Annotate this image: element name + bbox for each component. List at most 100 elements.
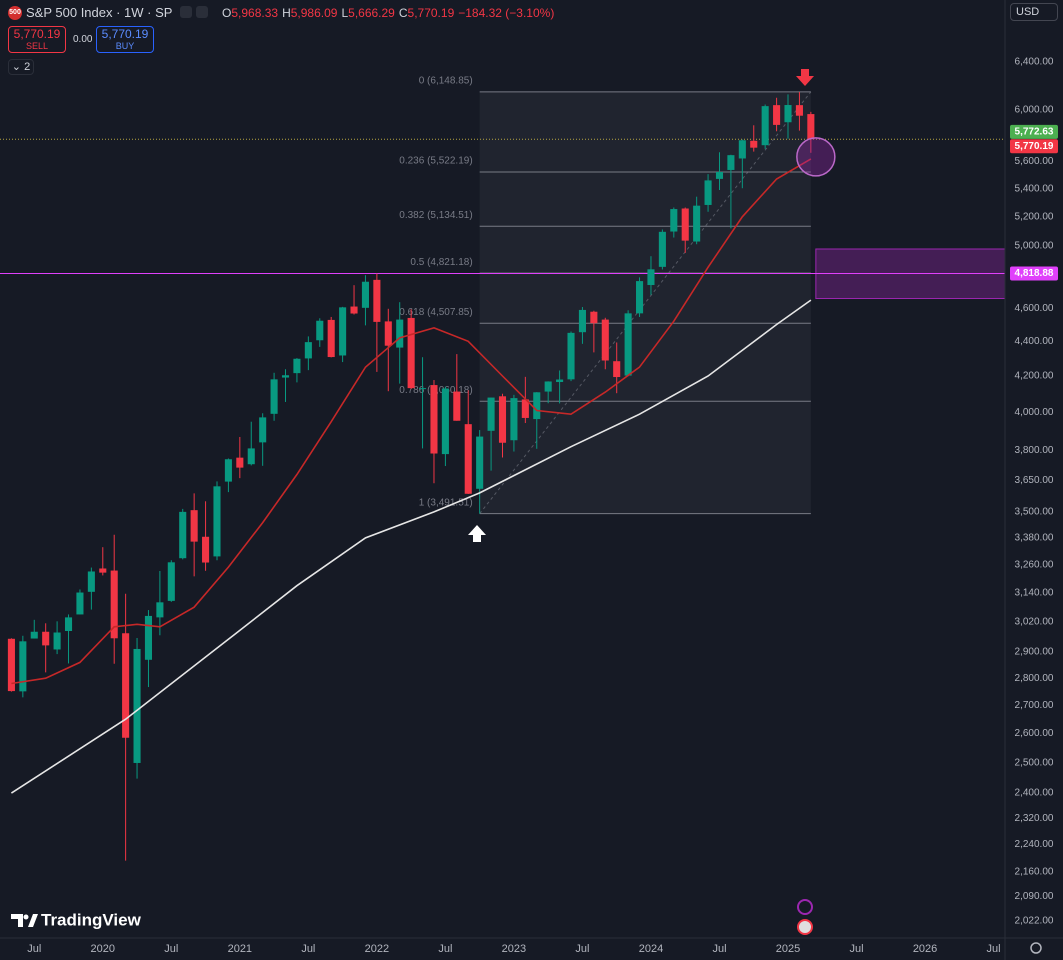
x-tick-label: Jul xyxy=(712,943,726,955)
candle-body xyxy=(613,361,621,378)
symbol-title[interactable]: S&P 500 Index · 1W · SP xyxy=(26,5,173,20)
candle-body xyxy=(761,106,769,146)
indicators-count: 2 xyxy=(24,61,31,73)
candle-body xyxy=(53,632,61,650)
candle-body xyxy=(247,448,255,465)
y-tick-label: 4,000.00 xyxy=(1015,407,1054,418)
candle-body xyxy=(407,317,415,389)
candle-body xyxy=(236,457,244,468)
y-tick-label: 6,000.00 xyxy=(1015,105,1054,116)
up-arrow xyxy=(468,525,486,542)
candle-body xyxy=(556,379,564,383)
buy-price: 5,770.19 xyxy=(101,27,149,41)
symbol-badge: 500 xyxy=(8,6,22,20)
candle-body xyxy=(316,320,324,341)
candle-body xyxy=(464,424,472,494)
y-tick-label: 2,090.00 xyxy=(1015,891,1054,902)
candle-body xyxy=(7,638,15,692)
y-tick-label: 2,800.00 xyxy=(1015,673,1054,684)
price-label-box xyxy=(1010,139,1058,154)
price-label: 5,772.63 xyxy=(1015,127,1054,138)
x-tick-label: 2023 xyxy=(502,943,526,955)
logo: TradingView xyxy=(11,910,142,929)
x-tick-label: Jul xyxy=(438,943,452,955)
candle-body xyxy=(76,592,84,615)
y-tick-label: 2,400.00 xyxy=(1015,788,1054,799)
fib-level-label: 0.236 (5,522.19) xyxy=(399,156,472,167)
price-label-box xyxy=(1010,266,1058,281)
down-arrow xyxy=(796,69,814,86)
candle-body xyxy=(773,105,781,125)
indicators-toggle[interactable]: ⌄ 2 xyxy=(8,59,34,75)
buy-button[interactable]: 5,770.19 BUY xyxy=(96,26,154,53)
candle-body xyxy=(99,568,107,573)
plot-area: 0 (6,148.85) 0.236 (5,522.19) 0.382 (5,134… xyxy=(0,75,1005,861)
settings-icon[interactable] xyxy=(1030,942,1042,954)
fib-trend-line xyxy=(479,91,812,514)
y-tick-label: 3,140.00 xyxy=(1015,587,1054,598)
compare-button[interactable] xyxy=(196,6,208,18)
x-tick-label: 2020 xyxy=(91,943,115,955)
hide-button[interactable] xyxy=(180,6,192,18)
candle-body xyxy=(784,105,792,123)
candle-body xyxy=(601,319,609,361)
candle-body xyxy=(476,436,484,489)
fib-level-label: 1 (3,491.51) xyxy=(419,497,473,508)
y-tick-label: 2,160.00 xyxy=(1015,866,1054,877)
candle-body xyxy=(441,388,449,455)
candle-body xyxy=(567,332,575,380)
highlight-circle xyxy=(796,137,836,177)
candle-body xyxy=(167,562,175,601)
price-label: 5,770.19 xyxy=(1015,141,1054,152)
y-tick-label: 2,700.00 xyxy=(1015,700,1054,711)
currency-select[interactable]: USD xyxy=(1010,3,1058,21)
candle-body xyxy=(624,313,632,376)
y-tick-label: 3,020.00 xyxy=(1015,616,1054,627)
candle-body xyxy=(281,375,290,378)
candle-body xyxy=(510,398,518,441)
candle-body xyxy=(133,648,141,763)
y-tick-label: 2,900.00 xyxy=(1015,647,1054,658)
y-tick-label: 5,600.00 xyxy=(1015,156,1054,167)
candle-body xyxy=(87,571,95,592)
fib-level-label: 0 (6,148.85) xyxy=(419,75,473,86)
candle-body xyxy=(396,319,404,348)
sell-label: SELL xyxy=(25,41,49,51)
candle-body xyxy=(430,385,438,454)
ohlc-value: 5,770.19 xyxy=(407,6,455,20)
candle-body xyxy=(270,379,278,414)
change: −184.32 (−3.10%) xyxy=(458,6,555,20)
candle-body xyxy=(144,615,153,660)
sell-button[interactable]: 5,770.19 SELL xyxy=(8,26,66,53)
y-tick-label: 2,022.00 xyxy=(1015,915,1054,926)
ohlc-readout: O5,968.33 H5,986.09 L5,666.29 C5,770.19 −184… xyxy=(222,6,554,20)
ohlc-key: L xyxy=(341,6,349,20)
candle-body xyxy=(30,631,38,639)
candle-body xyxy=(590,311,598,324)
candle-body xyxy=(715,171,724,179)
sell-price: 5,770.19 xyxy=(13,27,61,41)
y-tick-label: 4,600.00 xyxy=(1015,303,1054,314)
candle-body xyxy=(704,180,712,205)
candle-body xyxy=(19,641,27,692)
candle-body xyxy=(693,205,701,242)
candle-body xyxy=(738,140,746,159)
ohlc-value: 5,986.09 xyxy=(290,6,338,20)
fib-level-label: 0.618 (4,507.85) xyxy=(399,307,472,318)
currency: USD xyxy=(1016,6,1040,18)
candle-body xyxy=(453,391,461,421)
candle-body xyxy=(487,397,495,431)
logo-dot xyxy=(23,914,29,920)
candle-body xyxy=(419,388,427,390)
y-tick-label: 2,600.00 xyxy=(1015,728,1054,739)
fib-level-label: 0.5 (4,821.18) xyxy=(410,257,472,268)
candle-body xyxy=(361,281,369,308)
candle-body xyxy=(179,511,187,559)
alert-icon[interactable] xyxy=(797,899,813,915)
y-tick-label: 2,240.00 xyxy=(1015,839,1054,850)
y-tick-label: 3,380.00 xyxy=(1015,533,1054,544)
candle-body xyxy=(636,281,644,314)
events-icon[interactable] xyxy=(797,919,813,935)
